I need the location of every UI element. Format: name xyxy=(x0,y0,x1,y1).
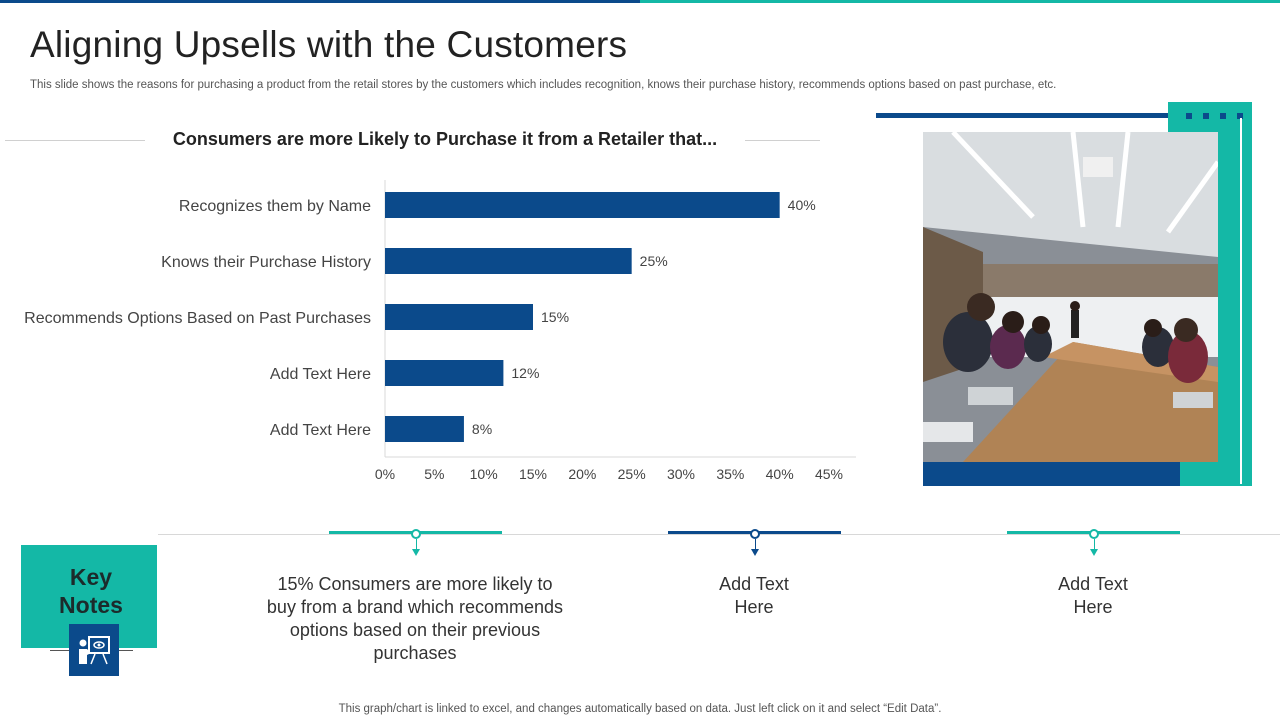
bar xyxy=(385,360,504,386)
chart-heading-divider-left xyxy=(5,140,145,141)
slide-subtitle: This slide shows the reasons for purchas… xyxy=(30,79,1057,91)
x-tick-label: 35% xyxy=(716,466,744,482)
note-3-pin-stem xyxy=(1094,539,1095,549)
note-2-arrow-icon xyxy=(751,549,759,556)
key-notes-title-line1: Key xyxy=(69,564,113,590)
accent-dot xyxy=(1203,113,1209,119)
key-notes-title: Key Notes xyxy=(21,563,161,619)
x-tick-label: 15% xyxy=(519,466,547,482)
category-label: Knows their Purchase History xyxy=(161,254,371,271)
meeting-room-photo xyxy=(923,132,1218,462)
data-label: 25% xyxy=(640,253,668,269)
x-tick-label: 45% xyxy=(815,466,843,482)
accent-dot xyxy=(1220,113,1226,119)
note-3-arrow-icon xyxy=(1090,549,1098,556)
chart-title: Consumers are more Likely to Purchase it… xyxy=(172,129,718,149)
x-tick-label: 30% xyxy=(667,466,695,482)
notes-divider xyxy=(158,534,1280,535)
bar xyxy=(385,192,780,218)
note-1-pin-stem xyxy=(416,539,417,549)
slide-title: Aligning Upsells with the Customers xyxy=(30,24,628,65)
data-label: 15% xyxy=(541,309,569,325)
key-notes-title-line2: Notes xyxy=(59,592,123,618)
data-label: 8% xyxy=(472,421,492,437)
photo-accent-line xyxy=(876,113,1168,118)
category-label: Add Text Here xyxy=(270,422,371,439)
x-tick-label: 25% xyxy=(618,466,646,482)
presentation-board-icon xyxy=(69,624,119,676)
bar xyxy=(385,248,632,274)
category-label: Recognizes them by Name xyxy=(179,198,371,215)
accent-dot xyxy=(1186,113,1192,119)
note-1-arrow-icon xyxy=(412,549,420,556)
note-2-pin-icon xyxy=(750,529,760,539)
note-3-pin-icon xyxy=(1089,529,1099,539)
data-label: 12% xyxy=(511,365,539,381)
photo-frame-inner-line xyxy=(1240,118,1242,484)
x-tick-label: 20% xyxy=(568,466,596,482)
category-label: Add Text Here xyxy=(270,366,371,383)
note-2-text: Add Text Here xyxy=(719,574,789,617)
x-tick-label: 40% xyxy=(766,466,794,482)
bar xyxy=(385,416,464,442)
x-tick-label: 0% xyxy=(375,466,395,482)
bar xyxy=(385,304,533,330)
photo-bottom-bar xyxy=(923,462,1180,486)
x-tick-label: 5% xyxy=(424,466,444,482)
bar-chart: Recognizes them by Name 40% Knows their Pu… xyxy=(24,180,856,482)
chart-heading-divider-right xyxy=(745,140,820,141)
note-2-pin-stem xyxy=(755,539,756,549)
slide-footer: This graph/chart is linked to excel, and… xyxy=(338,703,942,715)
note-1-text: 15% Consumers are more likely to buy fro… xyxy=(266,574,564,663)
category-label: Recommends Options Based on Past Purchas… xyxy=(24,310,371,327)
top-accent-bar-teal xyxy=(640,0,1280,3)
data-label: 40% xyxy=(788,197,816,213)
x-tick-label: 10% xyxy=(470,466,498,482)
accent-dot xyxy=(1237,113,1243,119)
note-1-pin-icon xyxy=(411,529,421,539)
note-3-text: Add Text Here xyxy=(1058,574,1128,617)
top-accent-bar-navy xyxy=(0,0,640,3)
